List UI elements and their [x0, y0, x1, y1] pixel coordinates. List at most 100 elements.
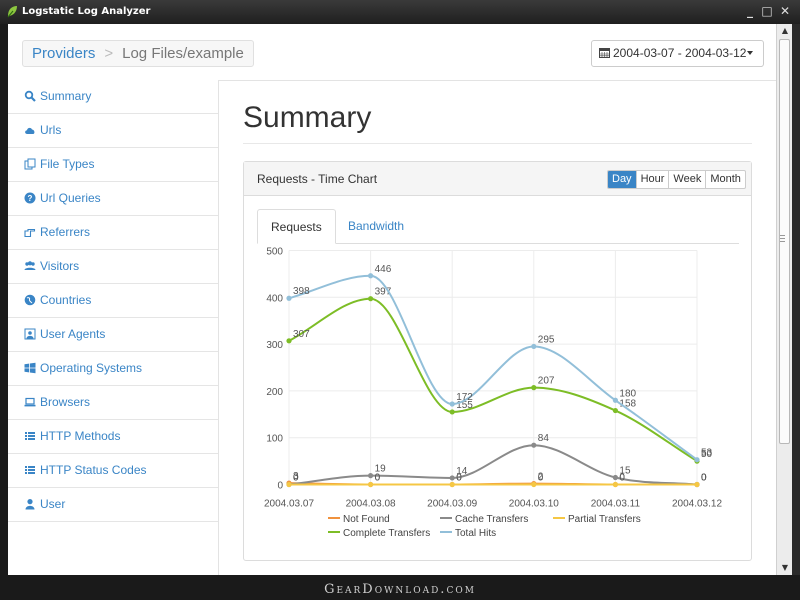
scroll-up-icon[interactable]: ▲	[781, 26, 789, 35]
granularity-day-button[interactable]: Day	[608, 171, 636, 188]
sidebar-item-summary[interactable]: Summary	[8, 80, 218, 114]
x-tick-label: 2004.03.08	[346, 499, 396, 510]
sidebar-item-browsers[interactable]: Browsers	[8, 386, 218, 420]
user-agent-icon	[24, 328, 36, 340]
data-point	[694, 457, 700, 463]
sidebar-item-label: User Agents	[40, 327, 106, 341]
sidebar-item-label: Url Queries	[40, 191, 101, 205]
maximize-button[interactable]: □	[761, 4, 773, 18]
sidebar-item-user[interactable]: User	[8, 488, 218, 522]
files-icon	[24, 158, 36, 170]
y-tick-label: 400	[266, 293, 283, 304]
sidebar-item-user-agents[interactable]: User Agents	[8, 318, 218, 352]
data-point	[286, 481, 292, 488]
data-label: 0	[375, 473, 381, 484]
data-label: 295	[538, 334, 555, 345]
data-point	[449, 481, 455, 488]
window-titlebar: Logstatic Log Analyzer _ □ ✕	[0, 0, 800, 24]
data-label: 0	[701, 473, 707, 484]
sidebar-item-visitors[interactable]: Visitors	[8, 250, 218, 284]
granularity-month-button[interactable]: Month	[705, 171, 745, 188]
legend-label: Total Hits	[455, 528, 496, 539]
users-icon	[24, 261, 36, 270]
data-point	[531, 385, 537, 391]
x-tick-label: 2004.03.07	[264, 499, 314, 510]
series-line	[288, 444, 698, 486]
close-button[interactable]: ✕	[779, 4, 791, 18]
sidebar-item-operating-systems[interactable]: Operating Systems	[8, 352, 218, 386]
data-point	[449, 475, 455, 481]
data-point	[449, 401, 455, 407]
x-tick-label: 2004.03.11	[591, 499, 641, 510]
sidebar-item-url-queries[interactable]: ? Url Queries	[8, 182, 218, 216]
data-point	[286, 295, 292, 301]
data-point	[368, 273, 374, 279]
data-label: 19	[375, 464, 387, 475]
sidebar-item-label: Countries	[40, 293, 92, 307]
svg-text:?: ?	[28, 194, 33, 203]
page-title: Summary	[243, 101, 372, 134]
date-range-picker[interactable]: 2004-03-07 - 2004-03-12	[591, 40, 764, 67]
breadcrumb-providers-link[interactable]: Providers	[32, 45, 96, 62]
laptop-icon	[24, 397, 36, 407]
sidebar-item-label: HTTP Status Codes	[40, 463, 147, 477]
tab-requests[interactable]: Requests	[257, 209, 336, 244]
tab-bandwidth[interactable]: Bandwidth	[348, 219, 405, 233]
data-label: 14	[456, 466, 468, 477]
sidebar-item-label: HTTP Methods	[40, 429, 121, 443]
data-point	[694, 481, 700, 488]
scroll-down-icon[interactable]: ▼	[781, 563, 789, 572]
window-frame-right	[792, 24, 800, 575]
data-label: 172	[456, 392, 473, 403]
sidebar-item-http-status-codes[interactable]: HTTP Status Codes	[8, 454, 218, 488]
data-label: 53	[701, 448, 713, 459]
vertical-scrollbar[interactable]: ▲ ▼	[776, 24, 792, 575]
data-label: 158	[619, 399, 636, 410]
scrollbar-grip	[780, 241, 785, 242]
breadcrumb-separator: >	[104, 45, 114, 62]
sidebar-item-countries[interactable]: Countries	[8, 284, 218, 318]
granularity-week-button[interactable]: Week	[668, 171, 705, 188]
chart-tabs: Requests Bandwidth	[257, 209, 739, 244]
breadcrumb-current: Log Files/example	[122, 45, 244, 62]
requests-chart-panel: Requests - Time Chart Day Hour Week Mont…	[243, 161, 752, 561]
data-label: 398	[293, 286, 310, 297]
series-line	[288, 297, 698, 462]
data-point	[286, 338, 292, 344]
watermark: GearDownload.com	[324, 582, 476, 597]
x-tick-label: 2004.03.12	[672, 499, 722, 510]
data-point	[368, 296, 374, 302]
legend-label: Not Found	[343, 514, 390, 525]
data-label: 446	[375, 264, 392, 275]
x-tick-label: 2004.03.10	[509, 499, 559, 510]
hand-pointer-icon	[24, 228, 36, 238]
data-point	[612, 397, 618, 403]
y-tick-label: 0	[277, 481, 283, 492]
windows-icon	[24, 362, 36, 374]
minimize-button[interactable]: _	[747, 4, 753, 18]
window-title: Logstatic Log Analyzer	[22, 6, 151, 17]
data-label: 0	[701, 473, 707, 484]
leaf-icon	[7, 6, 17, 18]
chevron-down-icon	[747, 51, 754, 55]
cloud-icon	[25, 127, 35, 134]
granularity-hour-button[interactable]: Hour	[635, 171, 669, 188]
data-label: 0	[293, 473, 299, 484]
data-label: 0	[293, 473, 299, 484]
sidebar-item-http-methods[interactable]: HTTP Methods	[8, 420, 218, 454]
legend-label: Complete Transfers	[343, 528, 430, 539]
sidebar-item-referrers[interactable]: Referrers	[8, 216, 218, 250]
data-label: 0	[375, 473, 381, 484]
calendar-icon	[599, 48, 610, 58]
sidebar-item-label: File Types	[40, 157, 95, 171]
legend-label: Cache Transfers	[455, 514, 528, 525]
scrollbar-grip	[780, 238, 785, 239]
breadcrumb: Providers > Log Files/example	[22, 40, 254, 67]
sidebar-item-urls[interactable]: Urls	[8, 114, 218, 148]
data-point	[368, 473, 374, 479]
date-range-label: 2004-03-07 - 2004-03-12	[613, 46, 747, 60]
data-label: 307	[293, 329, 310, 340]
sidebar: Summary Urls File Types ? Url Queries Ref…	[8, 80, 218, 575]
sidebar-item-file-types[interactable]: File Types	[8, 148, 218, 182]
data-point	[368, 481, 374, 488]
